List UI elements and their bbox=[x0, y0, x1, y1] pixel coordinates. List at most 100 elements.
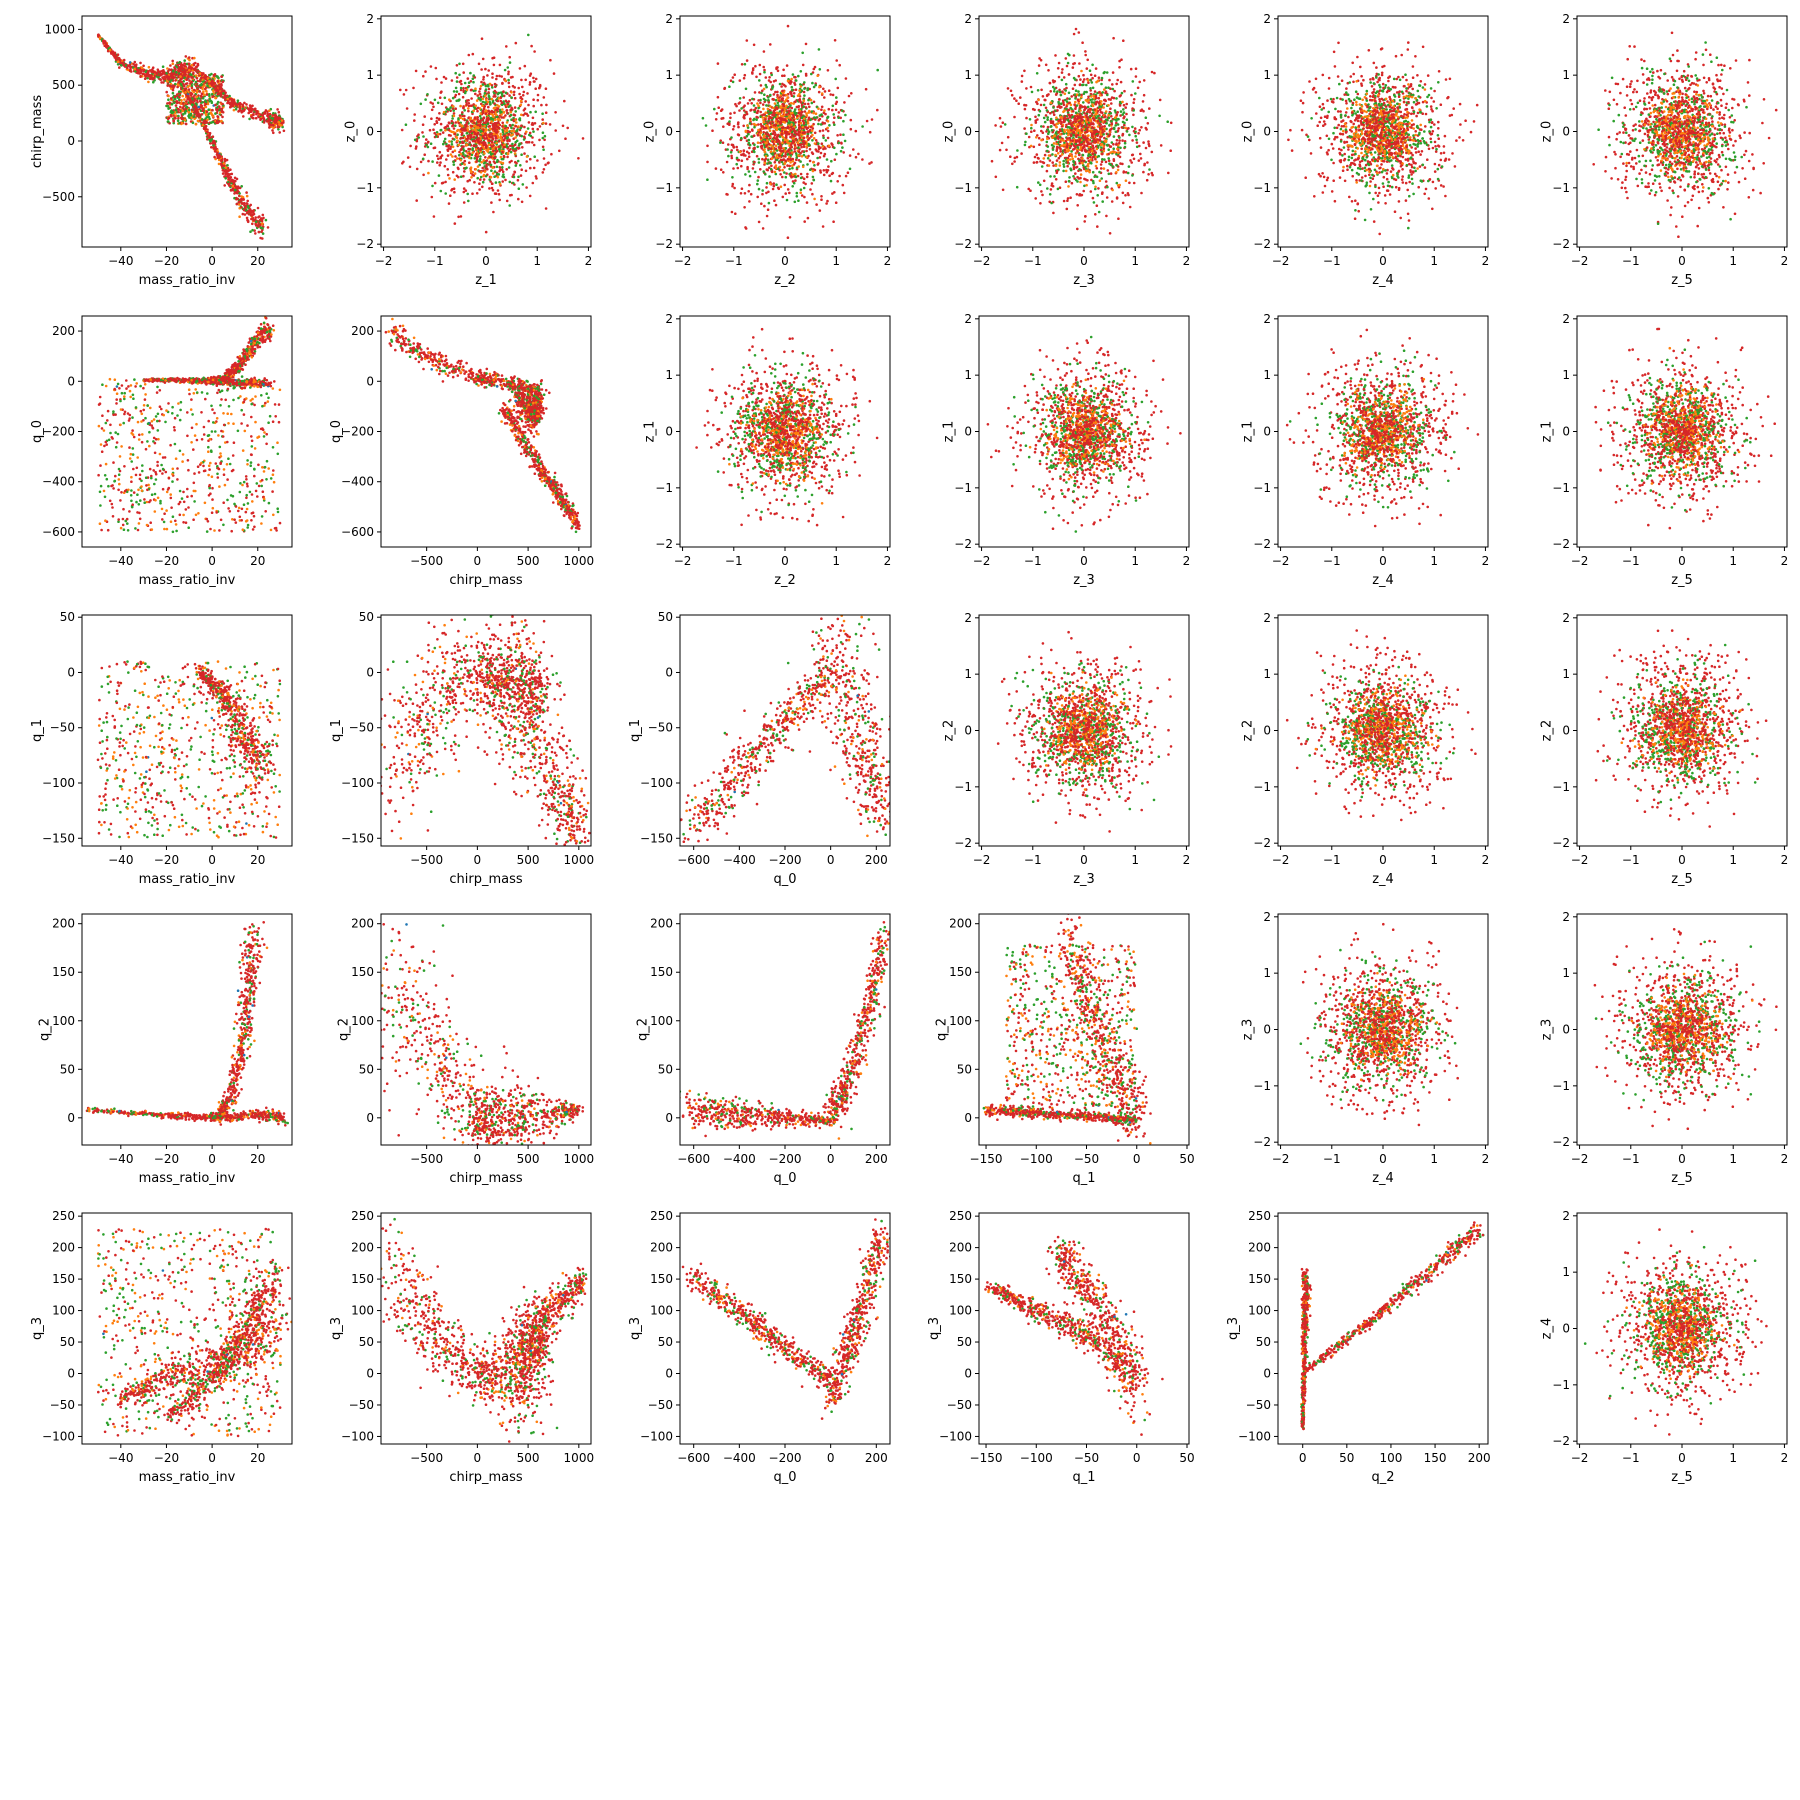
data-point bbox=[1115, 121, 1118, 125]
data-point bbox=[1040, 138, 1043, 142]
data-point bbox=[764, 98, 767, 102]
data-point bbox=[1110, 122, 1114, 126]
data-point bbox=[752, 43, 756, 47]
data-point bbox=[1130, 93, 1133, 97]
data-point bbox=[717, 106, 720, 109]
data-point bbox=[1092, 126, 1095, 130]
data-point bbox=[456, 133, 459, 136]
data-point bbox=[476, 109, 479, 113]
data-point bbox=[476, 176, 480, 180]
data-point bbox=[820, 142, 824, 145]
data-point bbox=[1034, 115, 1037, 119]
data-point bbox=[1054, 137, 1057, 141]
data-point bbox=[1128, 205, 1132, 209]
data-point bbox=[783, 183, 786, 187]
data-point bbox=[1089, 89, 1092, 92]
data-point bbox=[837, 141, 841, 145]
data-point bbox=[756, 179, 760, 182]
data-point bbox=[1095, 167, 1099, 170]
data-point bbox=[476, 94, 480, 97]
data-point bbox=[768, 76, 771, 79]
data-point bbox=[513, 96, 517, 100]
data-point bbox=[1076, 98, 1080, 101]
data-point bbox=[1048, 193, 1052, 196]
data-point bbox=[1115, 163, 1118, 167]
data-point bbox=[451, 124, 454, 128]
data-point bbox=[1029, 85, 1033, 89]
data-point bbox=[1077, 31, 1081, 34]
data-point bbox=[758, 63, 762, 67]
data-point bbox=[794, 152, 798, 155]
data-point bbox=[1147, 140, 1150, 143]
data-point bbox=[803, 94, 806, 97]
data-point bbox=[827, 89, 831, 92]
data-point bbox=[471, 77, 475, 81]
data-point bbox=[1120, 91, 1124, 95]
data-point bbox=[452, 127, 456, 130]
data-point bbox=[548, 123, 552, 126]
data-point bbox=[527, 103, 530, 107]
data-point bbox=[536, 98, 540, 102]
data-point bbox=[454, 71, 458, 75]
data-point bbox=[797, 123, 801, 127]
data-point bbox=[834, 108, 838, 112]
data-point bbox=[774, 120, 778, 123]
data-point bbox=[496, 172, 499, 176]
data-point bbox=[493, 91, 496, 95]
data-point bbox=[1131, 139, 1134, 142]
data-point bbox=[514, 136, 517, 139]
data-point bbox=[471, 151, 475, 154]
data-point bbox=[785, 104, 788, 108]
data-point bbox=[1065, 64, 1069, 68]
data-point bbox=[1037, 136, 1041, 140]
data-point bbox=[752, 134, 756, 137]
data-point bbox=[747, 155, 751, 158]
data-point bbox=[1009, 155, 1012, 158]
data-point bbox=[813, 65, 817, 69]
data-point bbox=[479, 95, 483, 99]
data-point bbox=[448, 121, 451, 125]
data-point bbox=[479, 119, 482, 122]
data-point bbox=[812, 111, 815, 115]
data-point bbox=[492, 144, 495, 147]
data-point bbox=[528, 131, 532, 135]
data-point bbox=[483, 101, 487, 104]
data-point bbox=[552, 72, 556, 75]
data-point bbox=[742, 114, 746, 117]
data-point bbox=[1323, 122, 1327, 126]
data-point bbox=[782, 126, 785, 129]
data-point bbox=[534, 110, 537, 114]
data-point bbox=[1066, 161, 1070, 164]
data-point bbox=[824, 139, 828, 142]
data-point bbox=[457, 215, 460, 219]
data-point bbox=[1074, 134, 1078, 137]
data-point bbox=[774, 133, 777, 136]
data-point bbox=[502, 111, 506, 114]
data-point bbox=[490, 97, 494, 101]
data-point bbox=[731, 76, 735, 79]
data-point bbox=[1105, 214, 1108, 218]
data-point bbox=[781, 175, 784, 179]
data-point bbox=[1068, 116, 1072, 119]
data-point bbox=[800, 194, 804, 197]
data-point bbox=[1095, 96, 1098, 100]
data-point bbox=[475, 99, 479, 102]
data-point bbox=[785, 132, 788, 136]
data-point bbox=[1029, 189, 1032, 192]
data-point bbox=[459, 215, 463, 218]
data-point bbox=[793, 147, 796, 150]
data-point bbox=[515, 121, 518, 124]
data-point bbox=[836, 180, 839, 183]
data-point bbox=[484, 230, 488, 234]
data-point bbox=[821, 145, 825, 148]
data-point bbox=[733, 186, 736, 190]
data-point bbox=[487, 69, 491, 72]
data-point bbox=[1055, 169, 1059, 173]
data-point bbox=[501, 125, 504, 128]
data-point bbox=[479, 112, 483, 115]
data-point bbox=[522, 109, 526, 112]
data-point bbox=[1000, 141, 1004, 145]
data-point bbox=[1439, 103, 1443, 106]
data-point bbox=[1108, 129, 1112, 132]
data-point bbox=[1083, 148, 1087, 151]
